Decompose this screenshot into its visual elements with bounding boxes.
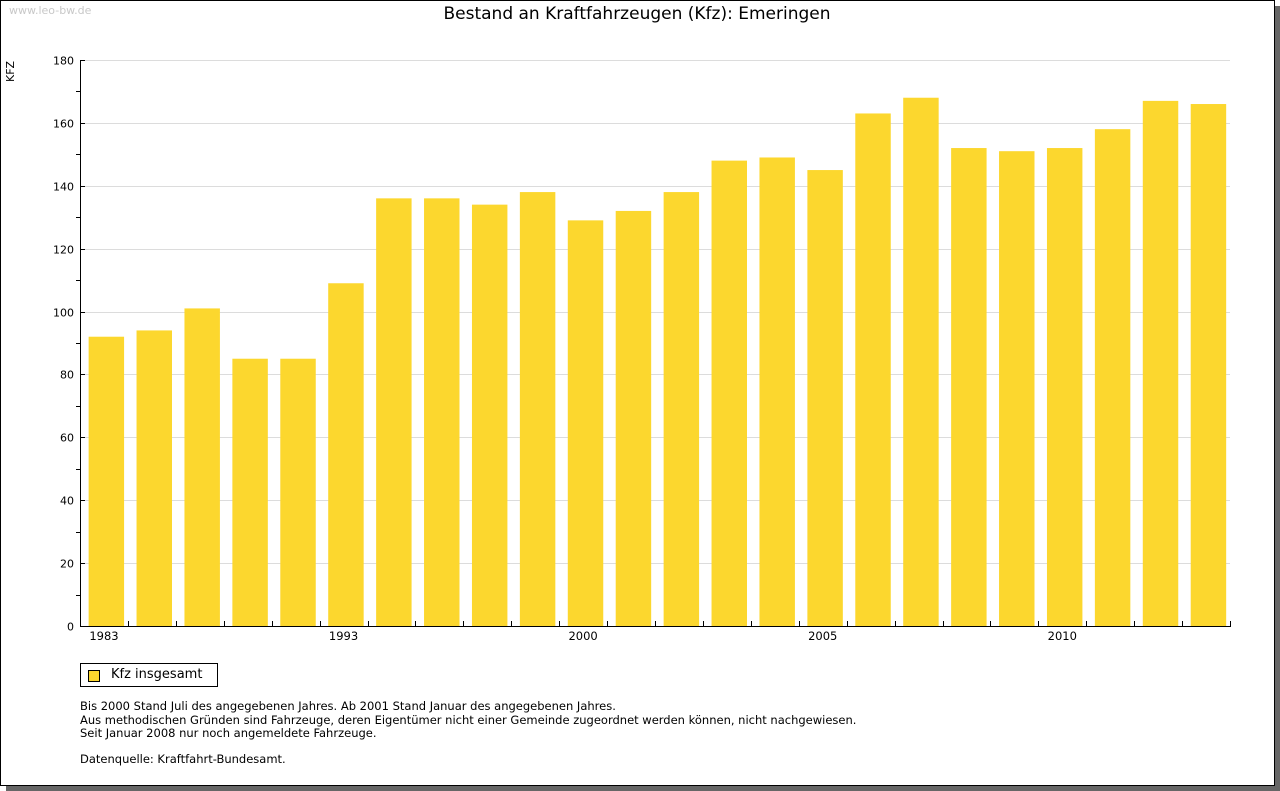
bar: [471, 204, 508, 626]
footnote: Bis 2000 Stand Juli des angegebenen Jahr…: [80, 699, 616, 713]
bar: [1046, 148, 1083, 627]
bar: [376, 198, 412, 626]
x-tick-label: 2000: [568, 629, 597, 643]
legend-swatch: [88, 670, 100, 682]
legend: Kfz insgesamt: [80, 663, 218, 687]
watermark: www.leo-bw.de: [9, 4, 92, 17]
bar-chart: 0 20 40 60 80 100 120 140 160 180 1983 1993 2000 2005…: [53, 55, 1231, 643]
footnotes: Bis 2000 Stand Juli des angegebenen Jahr…: [80, 699, 857, 741]
y-tick-label: 120: [53, 244, 74, 257]
bar: [1094, 129, 1131, 626]
bar: [136, 330, 172, 626]
bar: [328, 283, 364, 626]
footnote: Seit Januar 2008 nur noch angemeldete Fa…: [80, 726, 377, 740]
bar: [855, 113, 891, 626]
y-tick-label: 60: [60, 432, 74, 445]
bar: [951, 148, 987, 627]
frame-shadow-right: [1275, 6, 1280, 791]
bar: [232, 358, 268, 626]
y-tick-label: 0: [67, 621, 74, 634]
y-tick-label: 80: [60, 369, 74, 382]
y-tick-label: 40: [60, 495, 74, 508]
footnote: Aus methodischen Gründen sind Fahrzeuge,…: [80, 712, 857, 727]
chart-title: Bestand an Kraftfahrzeugen (Kfz): Emerin…: [443, 4, 831, 24]
bar: [759, 157, 795, 626]
bar: [184, 308, 220, 626]
y-tick-label: 180: [53, 55, 74, 68]
bar: [1142, 100, 1179, 626]
frame-shadow-bottom: [6, 786, 1280, 791]
bar: [903, 97, 939, 626]
bar: [711, 160, 747, 626]
x-tick-label: 1983: [89, 629, 118, 643]
bar: [88, 336, 125, 626]
bar: [807, 170, 843, 627]
bar: [567, 220, 604, 626]
y-tick-label: 100: [53, 307, 74, 320]
bar: [615, 210, 652, 626]
bar: [663, 192, 700, 627]
bar: [280, 358, 316, 626]
bar: [1190, 104, 1227, 627]
bar: [424, 198, 460, 626]
bar: [519, 192, 556, 627]
x-tick-label: 1993: [329, 629, 358, 643]
x-tick-label: 2010: [1048, 629, 1077, 643]
data-source: Datenquelle: Kraftfahrt-Bundesamt.: [80, 752, 286, 766]
y-tick-label: 140: [53, 181, 74, 194]
y-tick-label: 20: [60, 558, 74, 571]
x-tick-label: 2005: [808, 629, 837, 643]
legend-label: Kfz insgesamt: [111, 667, 203, 682]
y-tick-label: 160: [53, 118, 74, 131]
bar: [999, 151, 1035, 626]
